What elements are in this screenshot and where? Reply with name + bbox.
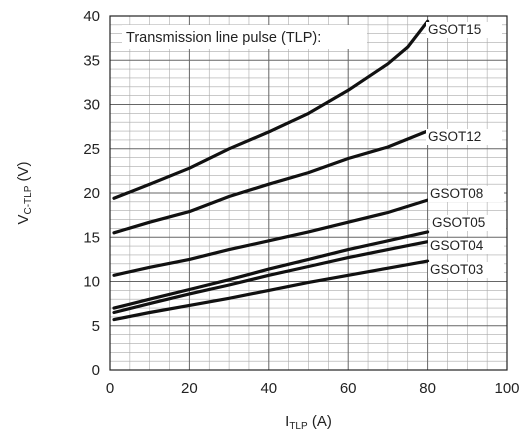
series-line-gsot03 [112,259,430,322]
x-tick-label: 100 [494,380,519,397]
series-label-bg [428,262,504,278]
y-tick-label: 40 [83,8,100,25]
series-label-bg [426,129,502,145]
series-label-gsot15: GSOT15 [428,22,481,37]
series-line-gsot05 [112,230,430,310]
y-tick-label: 35 [83,52,100,69]
y-axis-label-unit: (V) [15,161,32,185]
series-lines [112,19,430,322]
series-label-bg [426,22,502,38]
y-axis-label-sub: C-TLP [23,185,34,214]
x-axis-label-unit: (A) [308,413,332,430]
series-line-gsot08 [112,198,430,277]
y-tick-labels: 0 5 10 15 20 25 30 35 40 [83,8,100,379]
series-label-bg [428,186,504,202]
x-tick-labels: 0 20 40 60 80 100 [106,380,520,397]
y-tick-label: 5 [92,318,100,335]
x-tick-label: 40 [260,380,277,397]
x-axis-label-sub: TLP [289,421,308,432]
y-tick-label: 10 [83,274,100,291]
y-tick-label: 30 [83,97,100,114]
x-axis-label-main: I [285,413,289,430]
y-tick-label: 15 [83,229,100,246]
series-labels: GSOT15 GSOT12 GSOT08 GSOT05 GSOT04 GSOT03 [426,22,506,278]
y-axis-label: VC-TLP (V) [15,161,34,224]
series-label-bg [428,238,504,254]
series-label-gsot12: GSOT12 [428,129,481,144]
y-tick-label: 25 [83,141,100,158]
annotation-text: Transmission line pulse (TLP): [126,30,321,46]
series-label-gsot05: GSOT05 [432,215,485,230]
annotation-box [122,25,367,49]
series-line-gsot15 [112,19,430,200]
x-tick-label: 80 [419,380,436,397]
y-tick-label: 20 [83,185,100,202]
y-axis-label-main: V [15,215,32,225]
x-tick-label: 60 [340,380,357,397]
series-label-bg [430,215,506,231]
series-label-gsot08: GSOT08 [430,186,483,201]
x-axis-label: ITLP (A) [285,413,332,432]
x-tick-label: 20 [181,380,198,397]
series-label-gsot04: GSOT04 [430,238,484,253]
y-tick-label: 0 [92,362,100,379]
plot-frame [109,15,508,371]
series-line-gsot12 [112,129,430,235]
x-tick-label: 0 [106,380,114,397]
series-line-gsot04 [112,240,430,315]
series-label-gsot03: GSOT03 [430,262,483,277]
